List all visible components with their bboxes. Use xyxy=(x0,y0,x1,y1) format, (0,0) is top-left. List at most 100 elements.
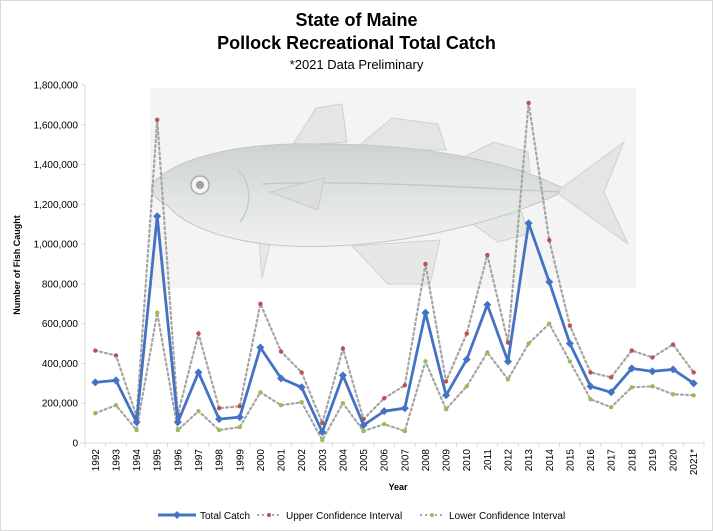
legend-label-lower-ci: Lower Confidence Interval xyxy=(449,511,565,522)
lower-ci-point xyxy=(423,359,428,364)
x-tick-label: 1992 xyxy=(91,449,102,472)
total-catch-point xyxy=(462,355,471,364)
upper-ci-point xyxy=(567,323,573,328)
total-catch-point xyxy=(380,407,389,416)
total-catch-point xyxy=(215,415,224,424)
y-tick-label: 1,200,000 xyxy=(34,200,79,211)
lower-ci-point xyxy=(526,341,531,346)
pollock-fish-illustration xyxy=(150,88,636,288)
lower-ci-point xyxy=(443,406,449,412)
lower-ci-point xyxy=(650,384,655,389)
x-tick-label: 2006 xyxy=(380,449,391,472)
total-catch-point xyxy=(627,364,636,373)
upper-ci-point xyxy=(196,331,201,336)
total-catch-point xyxy=(132,418,141,427)
upper-ci-line xyxy=(94,102,695,427)
y-tick-label: 1,000,000 xyxy=(34,240,79,251)
lower-ci-point xyxy=(505,377,511,382)
x-tick-label: 2017 xyxy=(607,449,618,472)
x-tick-label: 1999 xyxy=(235,449,246,472)
lower-ci-point xyxy=(320,437,325,443)
total-catch-point xyxy=(359,421,368,430)
chart-subtitle: *2021 Data Preliminary xyxy=(289,57,424,72)
x-axis-label: Year xyxy=(388,482,408,492)
y-tick-label: 400,000 xyxy=(42,359,79,370)
upper-ci-point xyxy=(443,379,449,384)
lower-ci-point xyxy=(691,393,696,398)
total-catch-point xyxy=(689,379,698,388)
lower-ci-point xyxy=(402,428,408,434)
y-tick-label: 0 xyxy=(72,439,78,450)
upper-ci-point xyxy=(464,331,469,336)
upper-ci-point xyxy=(547,237,552,243)
y-tick-label: 600,000 xyxy=(42,319,79,330)
chart-axes xyxy=(80,85,704,444)
lower-ci-point xyxy=(340,401,346,406)
lower-ci-point xyxy=(113,403,119,408)
total-catch-point xyxy=(400,404,409,413)
x-tick-label: 1994 xyxy=(132,449,143,472)
upper-ci-point xyxy=(299,370,304,375)
upper-ci-point xyxy=(485,252,490,258)
total-catch-point xyxy=(483,300,492,309)
x-tick-label: 1993 xyxy=(111,449,122,472)
total-catch-point xyxy=(586,382,595,391)
x-tick-label: 2015 xyxy=(565,449,576,472)
x-tick-label: 2012 xyxy=(503,449,514,472)
total-catch-point xyxy=(648,367,657,376)
legend-item-upper-ci: Upper Confidence Interval xyxy=(257,511,402,522)
total-catch-point xyxy=(565,339,574,348)
y-tick-label: 1,400,000 xyxy=(34,160,79,171)
x-tick-label: 1995 xyxy=(153,449,164,472)
lower-ci-point xyxy=(670,392,676,397)
chart-title-line2: Pollock Recreational Total Catch xyxy=(217,33,496,53)
y-tick-label: 1,800,000 xyxy=(34,81,79,92)
x-tick-label: 1996 xyxy=(173,449,184,472)
upper-ci-point xyxy=(93,348,98,353)
total-catch-line xyxy=(95,214,695,434)
lower-ci-point xyxy=(299,400,304,405)
lower-ci-point xyxy=(237,424,242,430)
total-catch-point xyxy=(318,428,327,437)
lower-ci-point xyxy=(175,427,181,433)
upper-ci-point xyxy=(340,346,346,351)
lower-ci-point xyxy=(381,421,387,427)
x-tick-label: 2007 xyxy=(400,449,411,472)
legend-marker-lower-ci xyxy=(430,513,434,517)
x-tick-label: 2002 xyxy=(297,449,308,472)
x-tick-label: 2018 xyxy=(627,449,638,472)
upper-ci-point xyxy=(650,355,655,360)
upper-ci-point xyxy=(588,370,593,375)
x-tick-label: 1997 xyxy=(194,449,205,472)
upper-ci-point xyxy=(691,370,696,375)
total-catch-point xyxy=(442,391,451,400)
x-tick-label: 2014 xyxy=(545,449,556,472)
x-tick-label: 2019 xyxy=(648,449,659,472)
x-tick-label: 1998 xyxy=(215,449,226,472)
total-catch-point xyxy=(153,212,162,221)
upper-ci-point xyxy=(258,301,263,306)
total-catch-point xyxy=(524,219,533,228)
total-catch-point xyxy=(545,277,554,286)
lower-ci-point xyxy=(464,384,469,389)
lower-ci-point xyxy=(608,405,614,410)
x-tick-label: 2021* xyxy=(689,449,700,475)
x-tick-label: 2001 xyxy=(277,449,288,472)
total-catch-point xyxy=(91,378,100,387)
upper-ci-point xyxy=(278,349,284,354)
total-catch-point xyxy=(194,368,203,377)
x-tick-label: 2004 xyxy=(338,449,349,472)
total-catch-point xyxy=(503,357,512,366)
lower-ci-point xyxy=(278,403,284,408)
x-tick-label: 2016 xyxy=(586,449,597,472)
legend-label-total-catch: Total Catch xyxy=(200,511,250,522)
x-tick-label: 2003 xyxy=(318,449,329,472)
legend-marker-upper-ci xyxy=(267,513,271,517)
y-axis-label: Number of Fish Caught xyxy=(12,215,22,315)
legend-item-lower-ci: Lower Confidence Interval xyxy=(420,511,565,522)
total-catch-point xyxy=(256,343,265,352)
total-catch-point xyxy=(338,371,347,380)
total-catch-point xyxy=(173,418,182,427)
total-catch-point xyxy=(277,374,286,383)
total-catch-point xyxy=(111,376,120,385)
